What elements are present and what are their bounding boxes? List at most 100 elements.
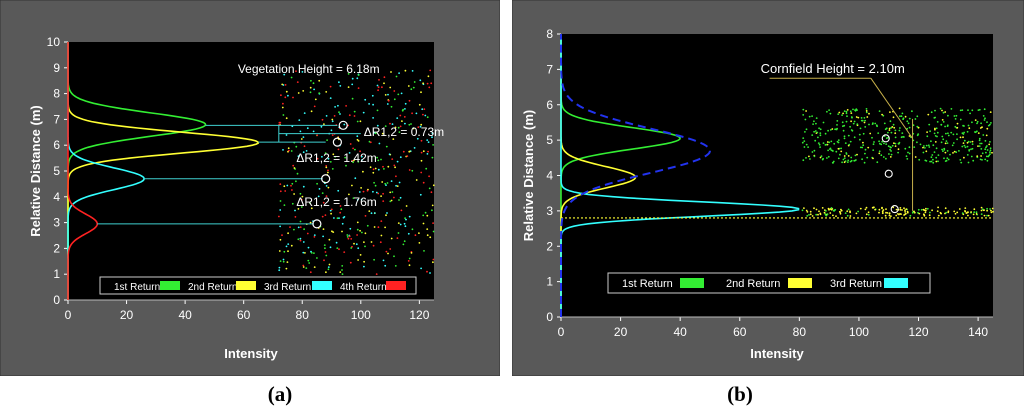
- scatter-point: [951, 144, 954, 147]
- scatter-point: [973, 211, 976, 214]
- scatter-point: [359, 120, 362, 123]
- scatter-point: [837, 139, 840, 142]
- scatter-point: [983, 119, 986, 121]
- scatter-point: [917, 126, 920, 129]
- scatter-point: [296, 81, 299, 83]
- scatter-point: [347, 73, 350, 75]
- scatter-point: [985, 151, 987, 154]
- scatter-point: [390, 237, 393, 240]
- scatter-point: [302, 136, 305, 139]
- scatter-point: [898, 107, 901, 110]
- scatter-point: [812, 123, 814, 125]
- scatter-point: [353, 110, 356, 113]
- scatter-point: [414, 234, 417, 237]
- scatter-point: [364, 245, 366, 248]
- scatter-point: [849, 125, 851, 128]
- scatter-point: [390, 105, 393, 108]
- scatter-point: [877, 132, 880, 135]
- scatter-point: [845, 110, 848, 113]
- scatter-point: [431, 136, 433, 139]
- scatter-point: [864, 119, 866, 122]
- scatter-point: [942, 121, 945, 123]
- scatter-point: [836, 127, 838, 130]
- scatter-point: [901, 112, 904, 115]
- scatter-point: [408, 123, 411, 126]
- scatter-point: [296, 172, 299, 175]
- scatter-point: [347, 86, 350, 88]
- scatter-point: [393, 164, 396, 167]
- scatter-point: [911, 110, 913, 113]
- scatter-point: [992, 210, 994, 213]
- scatter-point: [962, 136, 964, 139]
- scatter-point: [980, 122, 982, 125]
- scatter-point: [394, 126, 397, 129]
- scatter-point: [937, 214, 940, 217]
- scatter-point: [827, 149, 829, 152]
- panel-b: 0 1 2 3 4 5 6 7 8 0 20 40 60 80 100 120 140 Intensity Rela…: [512, 0, 1024, 376]
- scatter-point: [833, 142, 836, 145]
- scatter-point: [327, 268, 330, 271]
- scatter-point: [279, 260, 282, 262]
- marker-circle: [321, 174, 331, 184]
- scatter-point: [432, 222, 434, 225]
- scatter-point: [327, 171, 329, 174]
- scatter-point: [325, 271, 327, 274]
- scatter-point: [378, 79, 380, 81]
- scatter-point: [886, 212, 889, 214]
- scatter-point: [404, 102, 407, 105]
- scatter-point: [391, 158, 394, 161]
- scatter-point: [831, 161, 834, 164]
- scatter-point: [813, 130, 815, 133]
- scatter-point: [313, 105, 316, 108]
- scatter-point: [846, 210, 849, 213]
- scatter-point: [419, 125, 422, 128]
- scatter-point: [956, 122, 959, 125]
- scatter-point: [966, 154, 969, 156]
- scatter-point: [815, 208, 818, 211]
- scatter-point: [986, 145, 988, 147]
- scatter-point: [931, 209, 933, 212]
- scatter-point: [386, 182, 389, 184]
- scatter-point: [967, 124, 970, 127]
- scatter-point: [297, 226, 300, 229]
- scatter-point: [309, 86, 312, 89]
- scatter-point: [381, 181, 384, 183]
- legend-label-4: 4th Return: [340, 282, 387, 293]
- scatter-point: [826, 141, 829, 143]
- scatter-point: [890, 146, 892, 149]
- scatter-point: [867, 211, 870, 214]
- scatter-point: [348, 152, 351, 154]
- scatter-point: [404, 217, 406, 220]
- scatter-point: [836, 140, 839, 143]
- scatter-point: [300, 138, 303, 140]
- scatter-point: [962, 142, 965, 145]
- scatter-point: [350, 238, 353, 240]
- scatter-point: [982, 115, 985, 117]
- scatter-point: [903, 207, 905, 210]
- scatter-point: [814, 139, 817, 142]
- scatter-point: [878, 211, 880, 214]
- scatter-point: [352, 197, 355, 200]
- scatter-point: [358, 191, 361, 193]
- scatter-point: [836, 124, 838, 126]
- scatter-point: [282, 258, 285, 261]
- scatter-point: [980, 206, 983, 209]
- scatter-point: [371, 94, 374, 97]
- scatter-point: [908, 146, 911, 149]
- scatter-point: [962, 133, 965, 135]
- scatter-point: [313, 266, 316, 268]
- x-tick-label: 20: [614, 325, 628, 339]
- scatter-point: [969, 112, 971, 115]
- scatter-point: [329, 97, 332, 99]
- scatter-point: [854, 154, 857, 157]
- scatter-point: [804, 131, 806, 133]
- scatter-point: [892, 116, 895, 119]
- scatter-point: [802, 114, 805, 116]
- scatter-point: [303, 112, 306, 114]
- scatter-point: [351, 83, 354, 86]
- scatter-point: [852, 122, 855, 125]
- scatter-point: [963, 144, 966, 147]
- scatter-point: [281, 234, 283, 237]
- scatter-point: [398, 199, 400, 201]
- scatter-point: [299, 192, 302, 195]
